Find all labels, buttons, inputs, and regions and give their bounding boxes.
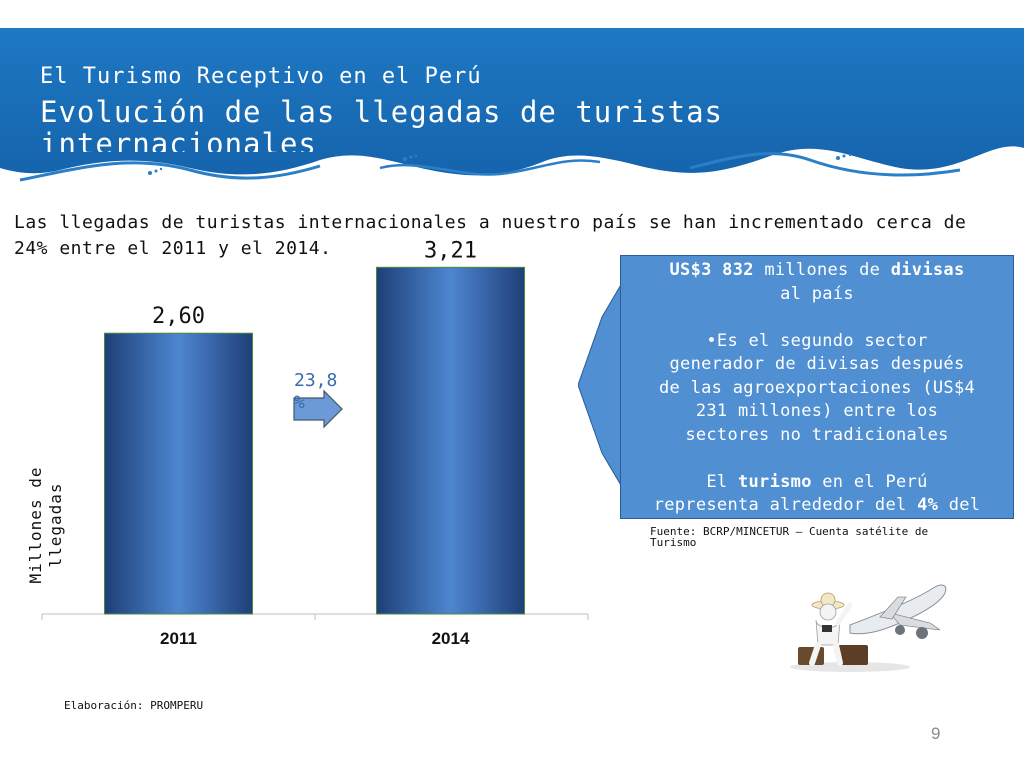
callout-line-4: generador de divisas después [669,354,965,374]
data-label-2014: 3,21 [424,238,477,263]
callout-line-9: representa alrededor del 4% del [653,495,981,515]
slide-title: Evolución de las llegadas de turistas in… [40,96,724,152]
y-axis-label: Millones de llegadas [26,466,65,584]
header-banner [0,28,1024,188]
data-label-2011: 2,60 [152,304,205,329]
callout-line-1: US$3 832 millones de divisas [669,260,965,280]
callout-line-3: •Es el segundo sector [706,330,928,351]
callout-line-5: de las agroexportaciones (US$4 [658,377,976,398]
elaboration-note: Elaboración: PROMPERU [64,699,204,712]
callout: US$3 832 millones de divisas al país •Es… [578,255,1014,520]
callout-line-8: El turismo en el Perú [706,471,928,492]
bar-2014 [376,266,525,615]
callout-line-2: al país [780,283,854,304]
bar-chart: 2,60 2011 3,21 2014 [41,238,589,648]
callout-box: US$3 832 millones de divisas al país •Es… [620,255,1014,519]
slide-subtitle: El Turismo Receptivo en el Perú [40,64,482,89]
wave-banner [0,28,1024,182]
intro-paragraph: Las llegadas de turistas internacionales… [14,212,967,259]
tourist-and-airplane-illustration [790,584,947,672]
x-tick-label-2014: 2014 [432,629,470,648]
airplane-icon [849,584,947,639]
bar-2011 [104,332,253,615]
source-note: Fuente: BCRP/MINCETUR – Cuenta satélite … [650,525,929,549]
callout-line-6: 231 millones) entre los [695,401,939,421]
x-tick-label-2011: 2011 [160,629,197,648]
page-number: 9 [931,724,941,743]
tourist-icon [809,592,853,666]
growth-percentage: 23,8 % [294,370,338,413]
growth-arrow-icon [293,389,343,429]
callout-line-7: sectores no tradicionales [685,424,949,445]
